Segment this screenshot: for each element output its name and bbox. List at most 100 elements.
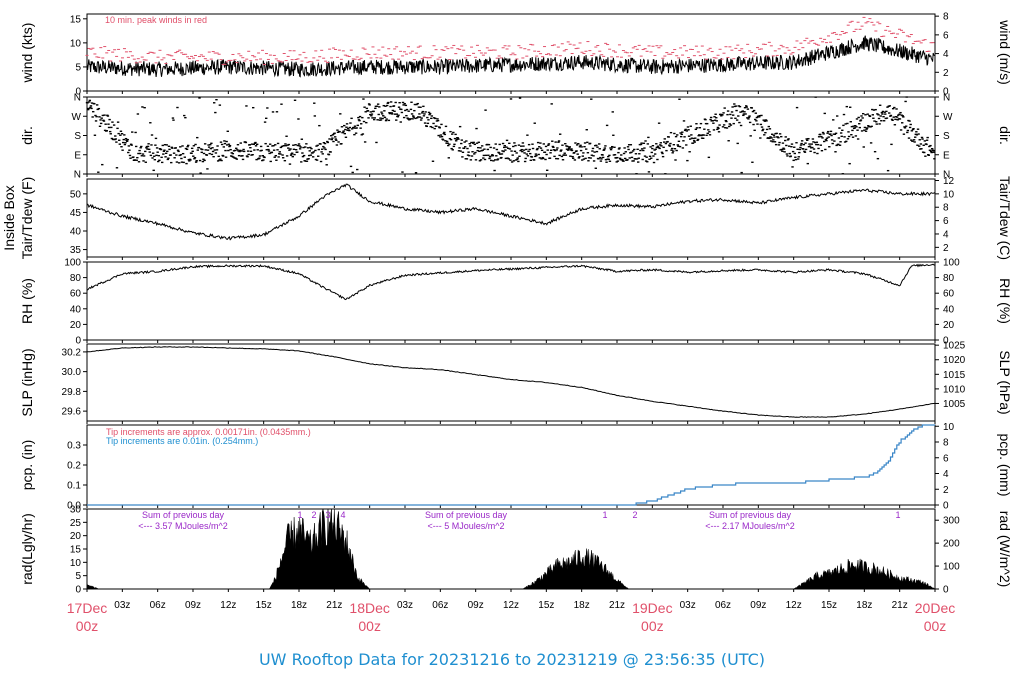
- pressure-panel-ylabel-left: SLP (inHg): [19, 348, 35, 416]
- radiation-panel-ytick-label: 30: [70, 505, 82, 516]
- radiation-sum-label: Sum of previous day: [709, 510, 792, 520]
- radiation-panel-ytick-label: 0: [75, 585, 81, 596]
- radiation-marker: 1: [297, 510, 302, 520]
- pressure-panel-ytick-label: 29.8: [62, 387, 82, 398]
- humidity-panel-ytick-right-label: 20: [943, 320, 955, 331]
- humidity-panel-ytick-right-label: 80: [943, 273, 955, 284]
- direction-panel-ytick-right-label: S: [943, 131, 950, 142]
- hour-tick-label: 06z: [150, 600, 166, 611]
- direction-panel-ytick-right-label: W: [943, 112, 953, 123]
- hour-tick-label: 18z: [291, 600, 307, 611]
- temperature-panel-ylabel-left: Inside Box: [1, 185, 17, 250]
- temperature-panel-ytick-label: 50: [70, 189, 82, 200]
- temperature-panel-ytick-right-label: 12: [943, 176, 955, 187]
- day-label-date: 20Dec: [915, 600, 955, 616]
- wind-panel-frame: [86, 13, 936, 92]
- humidity-panel-ytick-right-label: 40: [943, 304, 955, 315]
- direction-panel-ytick-right-label: E: [943, 150, 950, 161]
- direction-panel-ytick-right-label: N: [943, 170, 950, 181]
- hour-tick-label: 18z: [856, 600, 872, 611]
- pressure-panel-ytick-right-label: 1010: [943, 384, 966, 395]
- hour-tick-label: 18z: [574, 600, 590, 611]
- precip-panel-ytick-right-label: 8: [943, 438, 949, 449]
- humidity-panel-ytick-label: 100: [64, 258, 81, 269]
- radiation-panel-ylabel-right: rad (W/m^2): [997, 511, 1013, 588]
- hour-tick-label: 12z: [786, 600, 802, 611]
- temperature-panel-ytick-label: 35: [70, 245, 82, 256]
- humidity-panel-ytick-label: 20: [70, 320, 82, 331]
- radiation-sum-label: Sum of previous day: [425, 510, 508, 520]
- humidity-panel-ytick-label: 0: [75, 336, 81, 347]
- radiation-sum-label: Sum of previous day: [142, 510, 225, 520]
- humidity-panel-ytick-label: 80: [70, 273, 82, 284]
- hour-tick-label: 06z: [432, 600, 448, 611]
- day-label-date: 19Dec: [632, 600, 672, 616]
- temperature-panel-ytick-right-label: 4: [943, 229, 949, 240]
- day-label-hour: 00z: [924, 618, 947, 634]
- pressure-panel-ytick-right-label: 1020: [943, 355, 966, 366]
- radiation-panel-ytick-right-label: 200: [943, 539, 960, 550]
- pressure-panel-ylabel-right: SLP (hPa): [997, 350, 1013, 414]
- humidity-panel-ytick-label: 40: [70, 304, 82, 315]
- wind-panel-ytick-right-label: 6: [943, 30, 949, 41]
- precip-annotation-red: Tip increments are approx. 0.00171in. (0…: [106, 427, 311, 437]
- wind-panel-ylabel-left: wind (kts): [19, 23, 35, 84]
- radiation-panel-ytick-label: 20: [70, 531, 82, 542]
- temperature-panel-ytick-right-label: 2: [943, 243, 949, 254]
- radiation-sum-value: <--- 5 MJoules/m^2: [428, 521, 505, 531]
- direction-panel-ytick-right-label: N: [943, 93, 950, 104]
- hour-tick-label: 21z: [892, 600, 908, 611]
- hour-tick-label: 21z: [609, 600, 625, 611]
- pressure-panel-frame: [86, 343, 936, 422]
- wind-speed-line: [86, 35, 936, 78]
- day-label-hour: 00z: [76, 618, 99, 634]
- humidity-panel-ytick-right-label: 100: [943, 258, 960, 269]
- hour-tick-label: 12z: [220, 600, 236, 611]
- radiation-panel-ytick-label: 25: [70, 518, 82, 529]
- hour-tick-label: 09z: [750, 600, 766, 611]
- humidity-panel-ytick-label: 60: [70, 289, 82, 300]
- radiation-sum-value: <--- 3.57 MJoules/m^2: [138, 521, 228, 531]
- hour-tick-label: 21z: [326, 600, 342, 611]
- pressure-panel-ytick-label: 29.6: [62, 407, 82, 418]
- wind-panel-ytick-right-label: 0: [943, 87, 949, 98]
- temperature-panel-ytick-label: 45: [70, 208, 82, 219]
- temperature-panel-ylabel-right: Tair/Tdew (C): [997, 176, 1013, 260]
- precip-panel-ytick-label: 0.3: [67, 441, 81, 452]
- wind-annotation: 10 min. peak winds in red: [105, 15, 207, 25]
- humidity-line: [86, 263, 936, 301]
- humidity-panel-ylabel-right: RH (%): [997, 278, 1013, 324]
- radiation-marker: 4: [340, 510, 345, 520]
- direction-panel-ytick-label: N: [74, 170, 81, 181]
- pressure-panel-ytick-right-label: 1005: [943, 399, 966, 410]
- wind-panel-ylabel-right: wind (m/s): [997, 19, 1013, 85]
- hour-tick-label: 09z: [185, 600, 201, 611]
- precip-panel-ytick-label: 0.2: [67, 461, 81, 472]
- chart-caption: UW Rooftop Data for 20231216 to 20231219…: [259, 650, 765, 669]
- hour-tick-label: 12z: [503, 600, 519, 611]
- pressure-panel-ytick-label: 30.0: [62, 367, 82, 378]
- precip-panel-ytick-label: 0.1: [67, 481, 81, 492]
- precip-panel-ytick-right-label: 6: [943, 453, 949, 464]
- radiation-panel-ytick-right-label: 100: [943, 562, 960, 573]
- precip-line: [87, 424, 935, 506]
- precip-annotation-blue: Tip increments are 0.01in. (0.254mm.): [106, 436, 258, 446]
- wind-panel-ytick-label: 10: [70, 38, 82, 49]
- wind-panel-ytick-right-label: 4: [943, 49, 949, 60]
- day-label-date: 18Dec: [349, 600, 389, 616]
- precip-panel-ytick-right-label: 4: [943, 469, 949, 480]
- hour-tick-label: 03z: [397, 600, 413, 611]
- temperature-panel-ytick-label: 40: [70, 227, 82, 238]
- radiation-panel-ytick-label: 10: [70, 558, 82, 569]
- pressure-panel-ytick-right-label: 1025: [943, 341, 966, 352]
- wind-panel-ytick-right-label: 2: [943, 68, 949, 79]
- precip-panel-ytick-right-label: 10: [943, 422, 955, 433]
- temperature-panel-ytick-right-label: 10: [943, 189, 955, 200]
- direction-panel-ylabel-left: dir.: [19, 126, 35, 145]
- time-axis: 03z 06z 09z 12z 15z 18z 21z 03z 06z 09z 12z 15z 18z 2…: [67, 600, 955, 634]
- hour-tick-label: 15z: [821, 600, 837, 611]
- direction-panel-ytick-label: N: [74, 93, 81, 104]
- pressure-panel-ytick-right-label: 1015: [943, 370, 966, 381]
